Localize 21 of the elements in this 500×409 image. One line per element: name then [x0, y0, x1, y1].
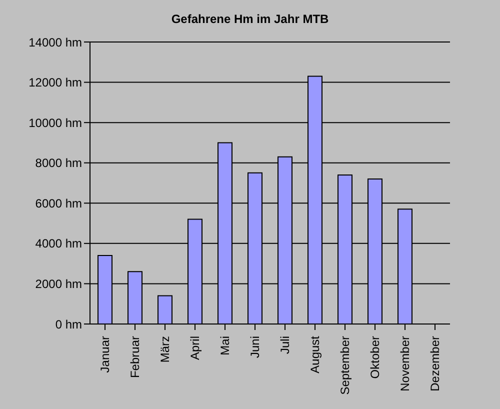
x-tick-label: Dezember — [428, 336, 442, 392]
x-tick-label: Juli — [278, 336, 292, 354]
x-tick-label: März — [158, 336, 172, 363]
y-tick-label: 4000 hm — [35, 236, 82, 251]
x-tick-label: Juni — [248, 336, 262, 358]
y-tick-label: 2000 hm — [35, 276, 82, 291]
y-tick-label: 12000 hm — [28, 76, 82, 90]
y-tick-label: 8000 hm — [35, 156, 82, 170]
x-tick-label: August — [308, 335, 322, 374]
x-tick-label: November — [398, 336, 412, 392]
x-tick-label: April — [188, 336, 202, 360]
y-tick-label: 6000 hm — [35, 196, 82, 210]
chart-title: Gefahrene Hm im Jahr MTB — [170, 11, 330, 28]
x-tick-label: September — [338, 336, 352, 395]
x-tick-label: Oktober — [368, 336, 382, 379]
x-tick-label: Februar — [128, 336, 142, 378]
x-tick-label: Mai — [218, 336, 232, 356]
y-tick-label: 10000 hm — [28, 116, 82, 130]
y-tick-label: 0 hm — [55, 317, 82, 332]
y-tick-label: 14000 hm — [28, 35, 82, 50]
x-tick-label: Januar — [98, 336, 112, 373]
